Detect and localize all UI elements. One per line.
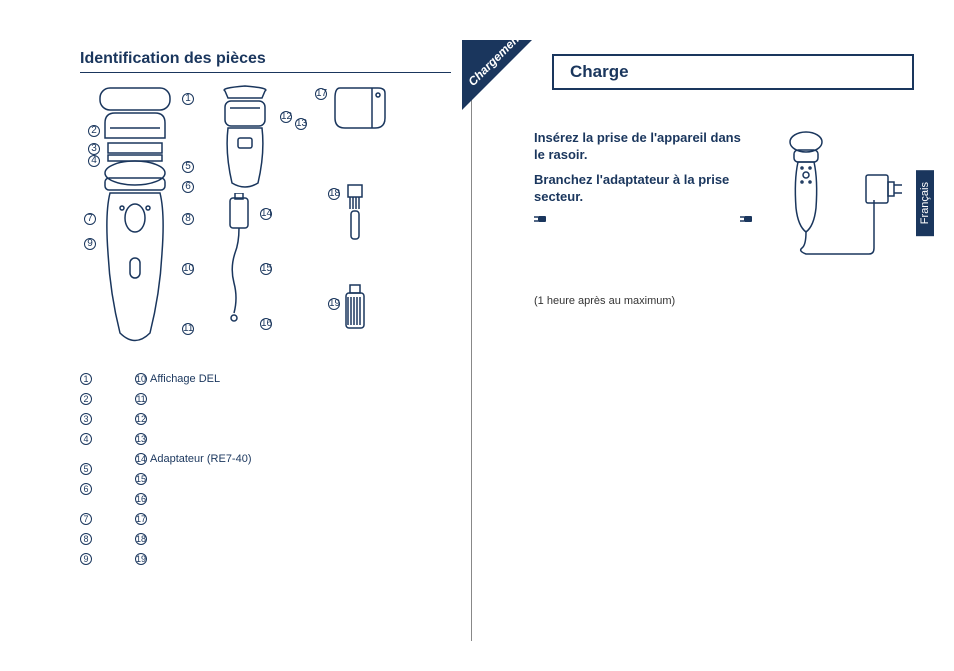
callout-3: 3: [88, 143, 100, 155]
charge-ribbon: Chargement: [462, 40, 532, 110]
razor-exploded-icon: [80, 83, 200, 343]
callout-4: 4: [88, 155, 100, 167]
legend-item: 4: [80, 433, 95, 447]
razor-back-icon: [210, 83, 280, 193]
legend-col-right: 10Affichage DEL 11 12 13 14Adaptateur (R…: [135, 373, 252, 567]
legend-item: 12: [135, 413, 252, 427]
brush-icon: [340, 183, 370, 243]
charge-title: Charge: [570, 62, 629, 82]
legend-item: 13: [135, 433, 252, 447]
legend-item: 8: [80, 533, 95, 547]
legend-item: 16: [135, 493, 252, 507]
callout-11: 11: [182, 323, 194, 335]
legend: 1 2 3 4 5 6 7 8 9 10Affichage DEL 11 12 …: [80, 373, 451, 567]
parts-id-title: Identification des pièces: [80, 50, 451, 73]
legend-item: 3: [80, 413, 95, 427]
legend-item: 19: [135, 553, 252, 567]
legend-item: 15: [135, 473, 252, 487]
plug-icon: [740, 214, 754, 224]
charge-note: (1 heure après au maximum): [534, 295, 914, 307]
legend-item: 6: [80, 483, 95, 497]
instruction-1: Insérez la prise de l'appareil dans le r…: [534, 130, 754, 164]
instruction-text-block: Insérez la prise de l'appareil dans le r…: [534, 130, 754, 265]
legend-item: 10Affichage DEL: [135, 373, 252, 387]
callout-14: 14: [260, 208, 272, 220]
charging-diagram: [774, 130, 914, 265]
legend-item: 9: [80, 553, 95, 567]
instruction-2: Branchez l'adaptateur à la prise secteur…: [534, 172, 754, 206]
callout-6: 6: [182, 181, 194, 193]
legend-item: 14Adaptateur (RE7-40): [135, 453, 252, 467]
callout-5: 5: [182, 161, 194, 173]
plug-icon: [534, 214, 548, 224]
callout-13: 13: [295, 118, 307, 130]
charge-title-box: Charge: [552, 54, 914, 90]
legend-item: 2: [80, 393, 95, 407]
callout-12: 12: [280, 111, 292, 123]
oil-bottle-icon: [340, 283, 370, 333]
callout-17: 17: [315, 88, 327, 100]
legend-item: 7: [80, 513, 95, 527]
pouch-icon: [330, 83, 390, 133]
callout-16: 16: [260, 318, 272, 330]
legend-item: 17: [135, 513, 252, 527]
callout-9: 9: [84, 238, 96, 250]
callout-7: 7: [84, 213, 96, 225]
parts-diagram: 1 2 3 4 5 6 7 8 9 10 11 12 13: [80, 83, 451, 363]
legend-item: 5: [80, 463, 95, 477]
callout-1: 1: [182, 93, 194, 105]
callout-10: 10: [182, 263, 194, 275]
callout-18: 18: [328, 188, 340, 200]
legend-col-left: 1 2 3 4 5 6 7 8 9: [80, 373, 95, 567]
legend-item: 1: [80, 373, 95, 387]
callout-19: 19: [328, 298, 340, 310]
legend-item: 18: [135, 533, 252, 547]
callout-15: 15: [260, 263, 272, 275]
left-column: Identification des pièces 1 2 3 4: [80, 50, 472, 641]
charge-instructions: Insérez la prise de l'appareil dans le r…: [534, 130, 914, 265]
language-tab: Français: [916, 170, 934, 236]
legend-item: 11: [135, 393, 252, 407]
right-column: Charge Insérez la prise de l'appareil da…: [472, 50, 914, 641]
callout-8: 8: [182, 213, 194, 225]
callout-2: 2: [88, 125, 100, 137]
